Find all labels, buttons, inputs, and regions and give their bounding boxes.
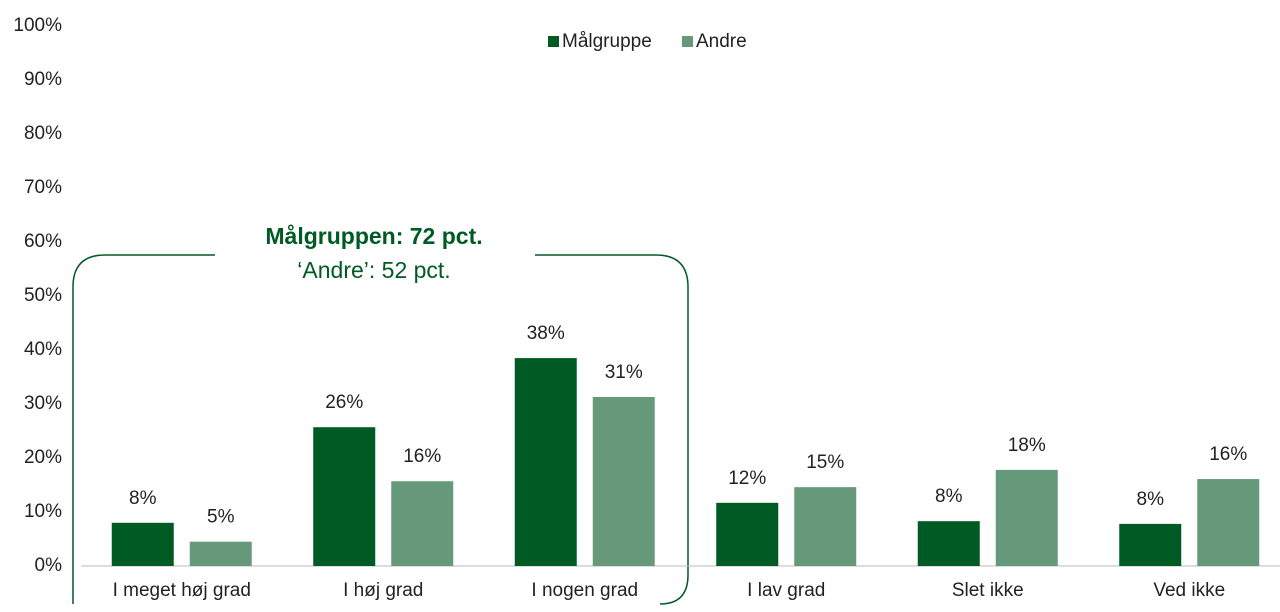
y-tick-label: 30% (24, 393, 62, 414)
value-label: 26% (325, 392, 363, 413)
x-tick-label: I nogen grad (531, 580, 638, 601)
legend-swatch (682, 36, 693, 47)
y-tick-label: 90% (24, 69, 62, 90)
x-tick-label: Slet ikke (952, 580, 1024, 601)
bar (111, 522, 174, 566)
value-label: 8% (935, 486, 963, 507)
y-tick-label: 50% (24, 285, 62, 306)
bar (1197, 479, 1260, 566)
y-tick-label: 10% (24, 501, 62, 522)
legend-label: Målgruppe (562, 31, 652, 52)
legend-swatch (548, 36, 559, 47)
annotation-box (72, 254, 689, 605)
annotation-text: ‘Andre’: 52 pct. (297, 257, 450, 283)
value-label: 15% (806, 452, 844, 473)
x-tick-label: I meget høj grad (113, 580, 251, 601)
x-tick-label: I høj grad (343, 580, 423, 601)
y-tick-label: 40% (24, 339, 62, 360)
bar (313, 427, 376, 566)
x-tick-label: I lav grad (747, 580, 825, 601)
value-label: 8% (129, 488, 157, 509)
bar (391, 481, 454, 566)
bar (917, 521, 980, 566)
legend-label: Andre (696, 31, 747, 52)
bar (995, 469, 1058, 566)
x-tick-label: Ved ikke (1153, 580, 1225, 601)
value-label: 16% (1209, 444, 1247, 465)
y-tick-label: 80% (24, 123, 62, 144)
bar (592, 396, 655, 566)
value-label: 12% (728, 468, 766, 489)
value-label: 38% (527, 323, 565, 344)
value-label: 31% (605, 362, 643, 383)
bar (794, 487, 857, 566)
y-tick-label: 0% (35, 555, 63, 576)
value-label: 18% (1008, 435, 1046, 456)
y-tick-label: 60% (24, 231, 62, 252)
value-label: 5% (207, 507, 235, 528)
annotation-title: Målgruppen: 72 pct. (265, 223, 482, 249)
bar (514, 358, 577, 566)
y-tick-label: 20% (24, 447, 62, 468)
value-label: 8% (1137, 489, 1165, 510)
y-tick-label: 70% (24, 177, 62, 198)
value-label: 16% (403, 446, 441, 467)
bar (189, 541, 252, 566)
bar (716, 502, 779, 566)
y-tick-label: 100% (13, 15, 62, 36)
bar (1119, 523, 1182, 566)
